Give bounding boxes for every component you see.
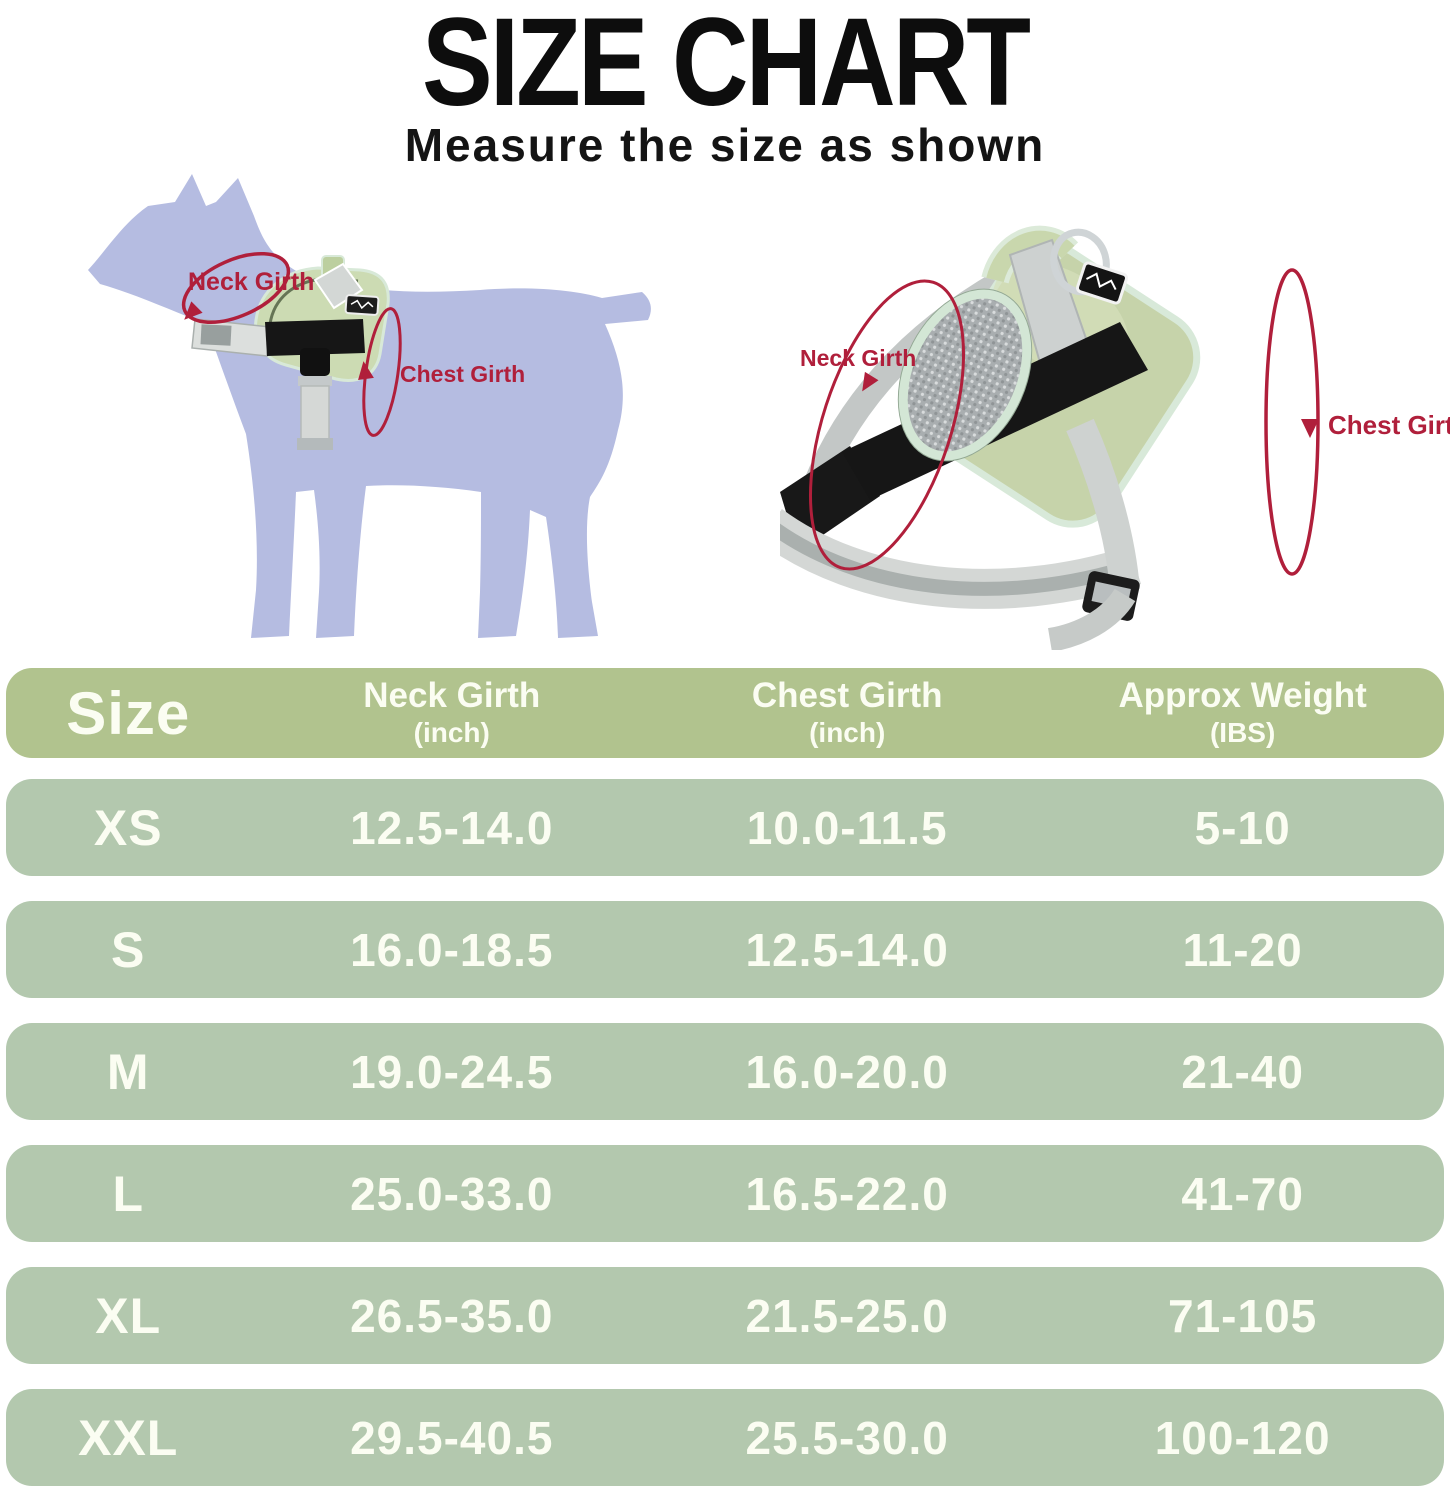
- weight-cell: 71-105: [1168, 1289, 1318, 1342]
- black-velcro-band: [265, 319, 365, 356]
- table-row-m: M 19.0-24.5 16.0-20.0 21-40: [6, 1023, 1444, 1120]
- weight-cell: 21-40: [1181, 1045, 1304, 1098]
- page-subtitle: Measure the size as shown: [404, 119, 1046, 171]
- weight-cell: 5-10: [1194, 801, 1291, 854]
- size-cell: XS: [93, 799, 163, 856]
- table-row-l: L 25.0-33.0 16.5-22.0 41-70: [6, 1145, 1444, 1242]
- logo-patch: [1075, 261, 1129, 305]
- weight-cell: 41-70: [1181, 1167, 1304, 1220]
- velcro-patch: [200, 324, 232, 346]
- mesh-pad: [897, 288, 1033, 462]
- size-cell: M: [106, 1043, 150, 1100]
- side-strap: [1066, 418, 1140, 592]
- dog-silhouette: [88, 174, 651, 638]
- chest-girth-label: Chest Girth: [1328, 410, 1450, 440]
- neck-girth-cell: 29.5-40.5: [350, 1411, 554, 1464]
- chest-girth-cell: 16.0-20.0: [745, 1045, 949, 1098]
- buckle-assembly: [297, 348, 333, 450]
- strap-tail: [1047, 588, 1136, 650]
- table-header-row: Size Neck Girth (inch) Chest Girth (inch…: [6, 668, 1444, 758]
- page-title: SIZE CHART: [422, 0, 1031, 133]
- size-cell: XL: [95, 1287, 162, 1344]
- column-header-chest-girth: Chest Girth (inch): [751, 676, 943, 749]
- neck-girth-cell: 25.0-33.0: [350, 1167, 554, 1220]
- chest-girth-arrow-icon: [1301, 419, 1319, 438]
- column-header-size: Size: [66, 679, 191, 747]
- table-row-xs: XS 12.5-14.0 10.0-11.5 5-10: [6, 779, 1444, 876]
- dog-silhouette-figure: Neck Girth Chest Girth: [88, 174, 651, 638]
- neck-girth-cell: 19.0-24.5: [350, 1045, 554, 1098]
- chest-girth-cell: 16.5-22.0: [745, 1167, 949, 1220]
- neck-girth-ellipse: [808, 279, 966, 571]
- neck-girth-arrow-icon: [862, 371, 879, 392]
- column-header-approx-weight: Approx Weight (IBS): [1118, 676, 1367, 749]
- table-row-xxl: XXL 29.5-40.5 25.5-30.0 100-120: [6, 1389, 1444, 1486]
- weight-cell: 11-20: [1182, 923, 1303, 976]
- neck-girth-label: Neck Girth: [188, 268, 314, 296]
- chest-girth-cell: 10.0-11.5: [746, 801, 948, 854]
- chest-girth-cell: 21.5-25.0: [745, 1289, 949, 1342]
- neck-girth-cell: 26.5-35.0: [350, 1289, 554, 1342]
- logo-patch: [344, 294, 380, 316]
- size-cell: L: [112, 1165, 144, 1222]
- column-header-neck-girth: Neck Girth (inch): [363, 676, 541, 749]
- chest-girth-label: Chest Girth: [400, 361, 525, 387]
- harness-product-figure: Neck Girth Chest Girth: [780, 225, 1450, 650]
- chest-girth-arrow-icon: [358, 361, 374, 381]
- size-table: Size Neck Girth (inch) Chest Girth (inch…: [6, 668, 1444, 1486]
- neck-girth-label: Neck Girth: [800, 345, 916, 371]
- reflective-stripe: [780, 523, 1138, 596]
- chest-girth-cell: 12.5-14.0: [745, 923, 949, 976]
- chest-girth-cell: 25.5-30.0: [745, 1411, 949, 1464]
- neck-girth-cell: 16.0-18.5: [350, 923, 554, 976]
- weight-cell: 100-120: [1154, 1411, 1331, 1464]
- size-cell: XXL: [78, 1409, 179, 1466]
- table-row-s: S 16.0-18.5 12.5-14.0 11-20: [6, 901, 1444, 998]
- neck-girth-cell: 12.5-14.0: [350, 801, 554, 854]
- table-row-xl: XL 26.5-35.0 21.5-25.0 71-105: [6, 1267, 1444, 1364]
- neck-girth-ellipse: [181, 251, 291, 325]
- neck-girth-arrow-icon: [184, 301, 203, 320]
- size-cell: S: [111, 921, 146, 978]
- chest-girth-ellipse: [1264, 268, 1320, 576]
